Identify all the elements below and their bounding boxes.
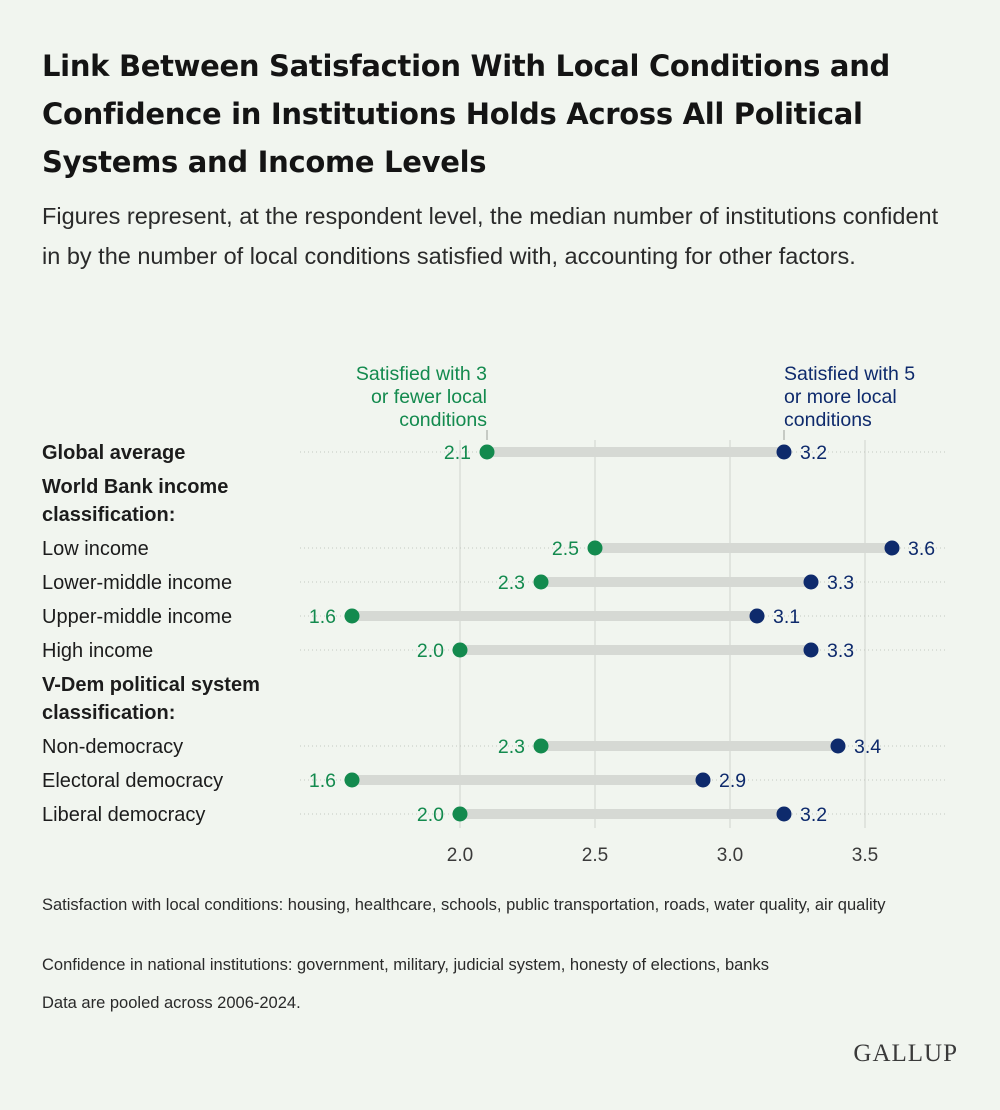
point-low [452, 806, 468, 822]
legend-low-label: Satisfied with 3 [356, 363, 487, 385]
value-label-low: 2.0 [417, 640, 444, 662]
value-label-low: 2.5 [552, 538, 579, 560]
footnote-institutions: Confidence in national institutions: gov… [42, 956, 769, 974]
value-label-low: 2.3 [498, 736, 525, 758]
row-label: Liberal democracy [42, 804, 205, 826]
group-header: classification: [42, 504, 175, 526]
footnote-data-years: Data are pooled across 2006-2024. [42, 994, 301, 1012]
point-high [803, 642, 819, 658]
point-low [587, 540, 603, 556]
point-low [533, 574, 549, 590]
point-high [830, 738, 846, 754]
value-label-low: 2.0 [417, 804, 444, 826]
x-tick-label: 2.5 [582, 845, 608, 866]
point-high [803, 574, 819, 590]
point-high [695, 772, 711, 788]
value-label-high: 3.1 [773, 606, 800, 628]
point-low [344, 608, 360, 624]
row-label: Non-democracy [42, 736, 183, 758]
value-label-high: 3.3 [827, 572, 854, 594]
row-label: Upper-middle income [42, 606, 232, 628]
value-label-high: 3.3 [827, 640, 854, 662]
legend-low-label: or fewer local [371, 386, 487, 408]
group-header: V-Dem political system [42, 674, 260, 696]
point-low [452, 642, 468, 658]
value-label-high: 2.9 [719, 770, 746, 792]
gallup-logo: GALLUP [853, 1040, 958, 1067]
value-label-low: 2.1 [444, 442, 471, 464]
footnote-local-conditions: Satisfaction with local conditions: hous… [42, 896, 886, 914]
group-header: classification: [42, 702, 175, 724]
point-high [776, 806, 792, 822]
value-label-low: 1.6 [309, 770, 336, 792]
value-label-high: 3.2 [800, 442, 827, 464]
row-label: Global average [42, 442, 185, 464]
row-label: High income [42, 640, 153, 662]
point-high [776, 444, 792, 460]
chart-title: Link Between Satisfaction With Local Con… [42, 49, 891, 179]
value-label-high: 3.2 [800, 804, 827, 826]
value-label-high: 3.4 [854, 736, 881, 758]
legend-high-label: conditions [784, 409, 872, 431]
value-label-high: 3.6 [908, 538, 935, 560]
x-tick-label: 3.0 [717, 845, 743, 866]
point-low [533, 738, 549, 754]
group-header: World Bank income [42, 476, 228, 498]
row-label: Lower-middle income [42, 572, 232, 594]
value-label-low: 2.3 [498, 572, 525, 594]
row-label: Electoral democracy [42, 770, 223, 792]
x-tick-label: 2.0 [447, 845, 473, 866]
chart-subtitle: Figures represent, at the respondent lev… [42, 203, 939, 269]
legend-low-label: conditions [399, 409, 487, 431]
legend-high-label: Satisfied with 5 [784, 363, 915, 385]
row-label: Low income [42, 538, 149, 560]
dumbbell-chart: 2.0 2.5 3.0 3.5 Satisfied with 3or fewer loc… [42, 363, 945, 866]
x-tick-label: 3.5 [852, 845, 878, 866]
point-high [884, 540, 900, 556]
legend-high-label: or more local [784, 386, 897, 408]
point-high [749, 608, 765, 624]
point-low [344, 772, 360, 788]
point-low [479, 444, 495, 460]
value-label-low: 1.6 [309, 606, 336, 628]
